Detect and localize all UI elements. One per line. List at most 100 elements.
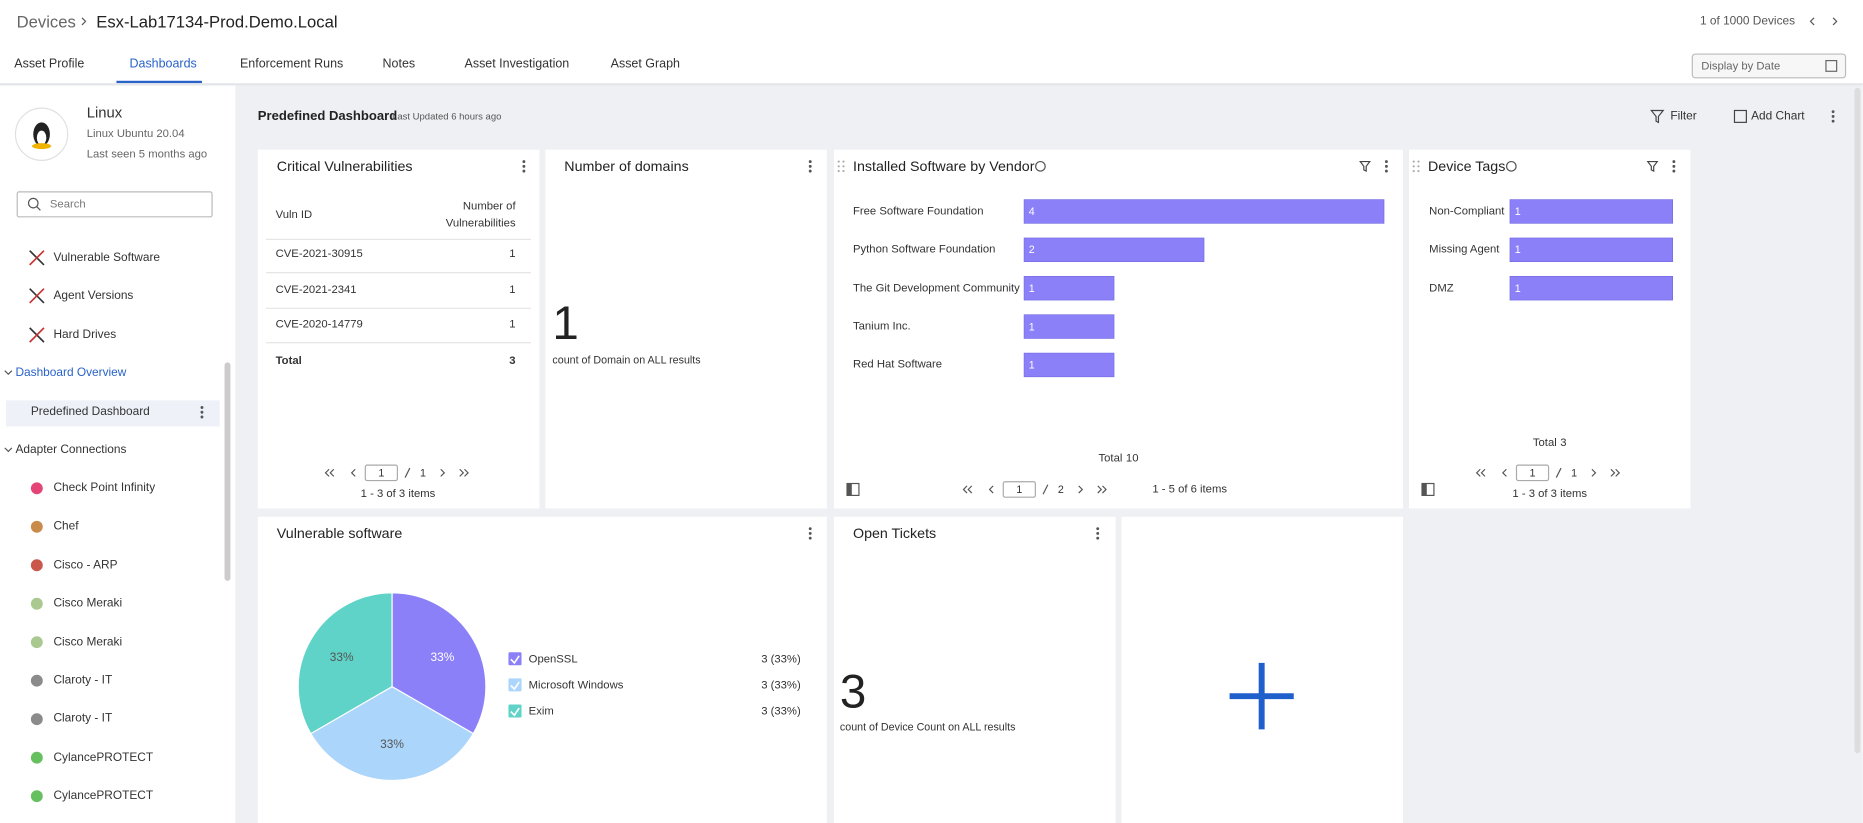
total-cell: 3 [509,354,516,368]
sidebar-item[interactable]: Hard Drives [53,328,117,342]
bar-value: 1 [1028,358,1035,371]
chevron [81,17,87,26]
device-name: Esx-Lab17134-Prod.Demo.Local [96,11,338,31]
adapter-icon [30,674,43,687]
tab[interactable]: Asset Graph [610,57,680,72]
adapter-icon [30,713,43,726]
row-divider [266,307,532,309]
adapter-icon [30,751,43,764]
adapter-icon [30,790,43,803]
tab[interactable]: Asset Profile [14,57,85,72]
bar-label: DMZ [1429,281,1454,295]
widget-title: Number of domains [564,158,689,175]
column-header: Vulnerabilities [445,216,516,230]
slice-label: 33% [430,651,455,665]
sidebar-item[interactable]: Cisco Meraki [53,597,123,611]
bar-value: 1 [1514,205,1521,218]
bar-value: 1 [1028,320,1035,333]
bar-value: 2 [1028,243,1035,256]
widget-card [1408,149,1691,509]
date-picker-label: Display by Date [1701,59,1781,74]
sidebar-item[interactable]: Agent Versions [53,289,134,303]
widget-card [257,516,827,823]
tab[interactable]: Enforcement Runs [239,57,344,72]
cell: 1 [509,282,516,296]
date-picker[interactable] [1691,53,1847,79]
legend-label[interactable]: OpenSSL [528,652,578,666]
chevron [1832,17,1838,26]
item-icon [29,327,45,343]
caption: count of Device Count on ALL results [839,721,1016,733]
adapter-icon [30,520,43,533]
avatar [14,107,69,161]
bar-label: Non-Compliant [1429,204,1505,218]
sidebar-item[interactable]: Claroty - IT [53,712,113,726]
adapter-icon [30,636,43,649]
sidebar-item[interactable]: CylancePROTECT [53,789,154,803]
page-scrollbar [1854,87,1861,754]
adapter-icon [30,597,43,610]
tux [33,122,50,147]
widget-title: Critical Vulnerabilities [276,158,413,175]
sidebar-item[interactable]: Cisco - ARP [53,558,118,572]
tab[interactable]: Dashboards [129,57,197,72]
add-chart-button[interactable]: Add Chart [1751,109,1805,123]
total-value: 10 [1125,452,1139,466]
page-count: 1 [419,466,426,479]
chevron [1809,17,1815,26]
tab[interactable]: Notes [382,57,416,72]
last-seen: Last seen 5 months ago [86,147,208,161]
sidebar-item[interactable]: Vulnerable Software [53,251,161,265]
column-header: Vuln ID [275,208,313,222]
bar-label: The Git Development Community [852,281,1020,295]
page-input[interactable] [1515,464,1550,482]
sidebar-item[interactable]: Check Point Infinity [53,481,156,495]
big-number: 1 [552,297,579,350]
os-version: Linux Ubuntu 20.04 [86,127,185,141]
legend-label[interactable]: Microsoft Windows [528,678,624,693]
search-placeholder: Search [49,197,86,211]
items-count: 1 - 5 of 6 items [1152,482,1228,496]
row-divider [266,342,532,344]
adapter-icon [30,482,43,495]
adapter-icon [30,559,43,572]
section-title[interactable]: Dashboard Overview [15,366,127,380]
page-input[interactable] [364,464,398,482]
page-number: 1 [1016,483,1023,496]
item-icon [29,250,45,266]
sidebar-item[interactable]: Claroty - IT [53,674,113,688]
tab[interactable]: Asset Investigation [464,57,570,72]
sidebar-item[interactable]: CylancePROTECT [53,751,154,765]
dashboard-title: Predefined Dashboard [257,109,398,124]
bar-value: 1 [1514,243,1521,256]
bar-label: Free Software Foundation [852,204,984,218]
filter-button[interactable]: Filter [1670,109,1697,123]
bar-value: 1 [1514,282,1521,295]
widget-title: Device Tags [1427,158,1506,175]
device-pager: 1 of 1000 Devices [1699,14,1796,28]
bar-label: Tanium Inc. [852,320,911,334]
breadcrumb-root[interactable]: Devices [16,11,76,31]
total-label: Total [1098,452,1123,466]
search-box[interactable] [16,191,213,218]
caption: count of Domain on ALL results [552,354,701,366]
sidebar-item[interactable]: Chef [53,520,79,534]
sidebar-item[interactable]: Predefined Dashboard [30,405,150,419]
header-border [0,83,1863,86]
row-divider [266,238,532,240]
cell: 1 [509,247,516,261]
legend-value: 3 (33%) [761,705,801,719]
add-widget-card [1121,516,1404,823]
os-name: Linux [86,104,123,122]
sidebar-item[interactable]: Cisco Meraki [53,635,123,649]
slice-label: 33% [329,651,354,665]
total-label: Total [1532,436,1557,450]
section-title[interactable]: Adapter Connections [15,443,127,457]
legend-label[interactable]: Exim [528,705,554,719]
page-count: 1 [1571,466,1578,479]
page-input[interactable] [1002,481,1036,498]
column-header: Number of [462,200,516,214]
big-number: 3 [839,665,867,719]
